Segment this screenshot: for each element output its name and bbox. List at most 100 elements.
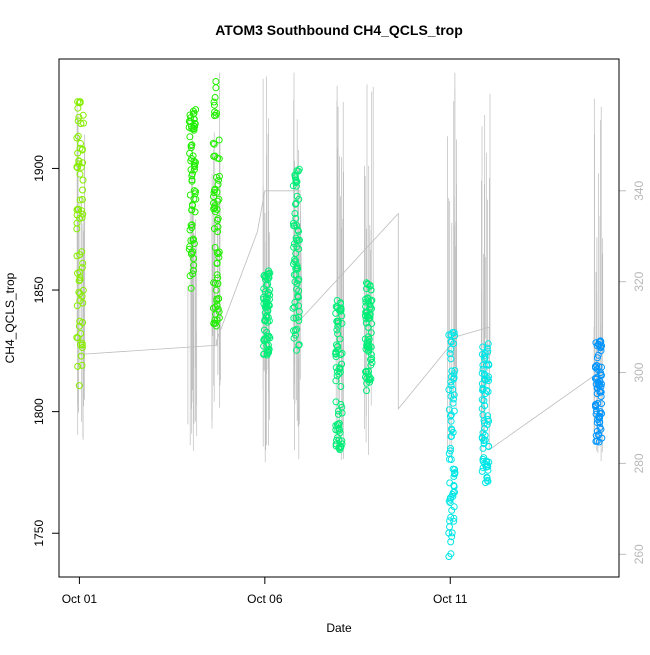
- data-point: [75, 277, 83, 285]
- data-point: [479, 343, 487, 351]
- data-point: [451, 367, 459, 374]
- data-point: [188, 221, 196, 229]
- data-point: [366, 374, 374, 382]
- series-cluster-4: [289, 165, 303, 354]
- data-point: [189, 267, 197, 274]
- data-point: [73, 206, 81, 214]
- data-point: [292, 234, 300, 242]
- data-point: [292, 271, 300, 279]
- data-point: [337, 383, 345, 390]
- data-point: [447, 412, 454, 420]
- data-point: [447, 411, 455, 419]
- data-point: [337, 307, 345, 315]
- data-point: [366, 378, 374, 386]
- data-point: [332, 422, 340, 429]
- data-point: [76, 214, 84, 222]
- secondary-series-layer: [76, 72, 604, 463]
- data-point: [337, 401, 345, 408]
- series-cluster-8: [478, 340, 493, 487]
- data-point: [290, 327, 298, 335]
- data-point: [450, 473, 458, 480]
- data-point: [79, 299, 87, 307]
- data-point: [332, 426, 340, 434]
- x-tick-label: Oct 01: [62, 592, 98, 606]
- data-point: [211, 208, 219, 216]
- data-point: [446, 523, 453, 531]
- data-point: [335, 443, 343, 451]
- data-point: [367, 351, 375, 359]
- data-point: [187, 166, 195, 174]
- data-point: [593, 361, 601, 369]
- data-point: [76, 273, 84, 281]
- data-point: [293, 178, 301, 186]
- data-point: [212, 78, 220, 85]
- data-point: [293, 346, 300, 354]
- data-point: [216, 172, 223, 180]
- data-point: [484, 375, 492, 383]
- data-point: [187, 142, 195, 150]
- data-point: [78, 344, 86, 351]
- data-point: [481, 460, 489, 468]
- data-point: [74, 205, 82, 213]
- data-point: [264, 270, 271, 278]
- data-point: [192, 195, 200, 203]
- data-point: [294, 167, 302, 175]
- data-point: [262, 334, 270, 342]
- data-point: [188, 170, 196, 178]
- data-point: [76, 276, 84, 284]
- data-point: [447, 338, 455, 346]
- data-point: [188, 224, 196, 231]
- data-point: [214, 250, 222, 258]
- data-point: [74, 104, 82, 112]
- data-point: [291, 303, 298, 311]
- data-point: [335, 419, 343, 427]
- data-point: [211, 108, 219, 116]
- data-point: [186, 272, 194, 280]
- data-point: [215, 248, 223, 256]
- data-point: [76, 251, 84, 259]
- data-point: [185, 245, 193, 253]
- data-point: [483, 476, 491, 484]
- data-point: [214, 305, 222, 313]
- data-point: [479, 361, 487, 369]
- data-point: [80, 119, 87, 127]
- data-point: [291, 258, 298, 266]
- y-tick-label: 1850: [32, 276, 46, 303]
- data-point: [210, 101, 218, 109]
- data-point: [191, 208, 199, 216]
- data-point: [212, 286, 220, 294]
- data-point: [264, 347, 272, 354]
- data-point: [290, 222, 298, 230]
- data-point: [265, 317, 273, 325]
- series-cluster-3: [260, 267, 274, 359]
- data-point: [451, 466, 459, 473]
- plot-frame: [58, 58, 620, 578]
- axes-layer: Oct 01 Oct 06 Oct 11 1750 1800 1850 1900 260 280…: [32, 155, 646, 606]
- data-point: [594, 351, 602, 359]
- data-point: [212, 111, 220, 119]
- data-point: [79, 111, 87, 119]
- data-point: [295, 227, 302, 235]
- data-point: [445, 386, 453, 394]
- data-point: [479, 455, 487, 463]
- data-point: [74, 334, 82, 342]
- data-point: [485, 443, 492, 450]
- data-point: [364, 323, 372, 331]
- data-point: [447, 373, 455, 381]
- data-point: [448, 529, 456, 537]
- series-cluster-5: [332, 297, 346, 454]
- data-point: [213, 297, 221, 305]
- y2-tick-label: 280: [632, 453, 646, 473]
- data-point: [210, 98, 218, 106]
- data-point: [449, 386, 457, 393]
- data-point: [289, 304, 297, 312]
- data-point: [290, 219, 297, 227]
- y2-tick-label: 320: [632, 271, 646, 291]
- data-point: [79, 186, 86, 194]
- data-point: [591, 363, 599, 370]
- data-point: [367, 303, 374, 311]
- data-point: [597, 371, 605, 379]
- series-cluster-1: [185, 106, 200, 292]
- y2-tick-label: 260: [632, 544, 646, 564]
